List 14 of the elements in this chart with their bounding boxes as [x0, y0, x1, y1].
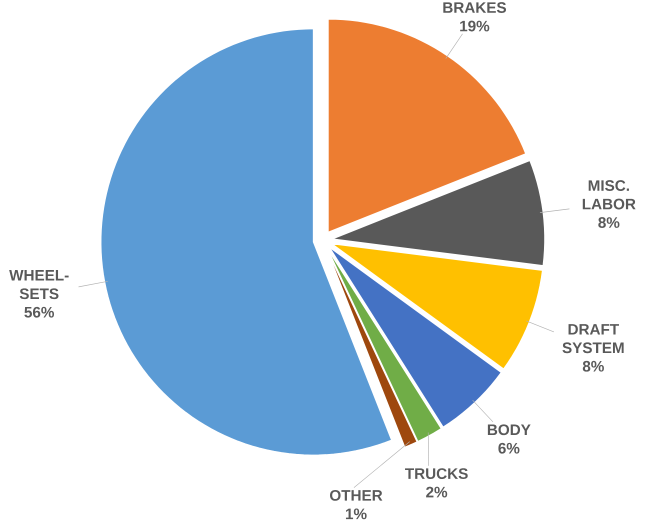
data-label: 8%: [582, 360, 604, 372]
data-label: 1%: [346, 508, 367, 520]
slice-label: MISC. LABOR: [582, 180, 636, 210]
slice-label: DRAFT SYSTEM: [562, 324, 624, 353]
data-label: 19%: [460, 20, 490, 32]
slice-label: WHEEL-SETS: [9, 270, 69, 299]
slice-label: TRUCKS: [405, 468, 468, 479]
data-label: 56%: [24, 306, 54, 318]
slice-label: BODY: [488, 424, 531, 435]
data-label: 8%: [598, 216, 620, 228]
slice-label: OTHER: [330, 490, 382, 501]
data-label: 2%: [426, 486, 448, 498]
slice-label: BRAKES: [443, 2, 506, 13]
data-label: 6%: [498, 442, 520, 454]
